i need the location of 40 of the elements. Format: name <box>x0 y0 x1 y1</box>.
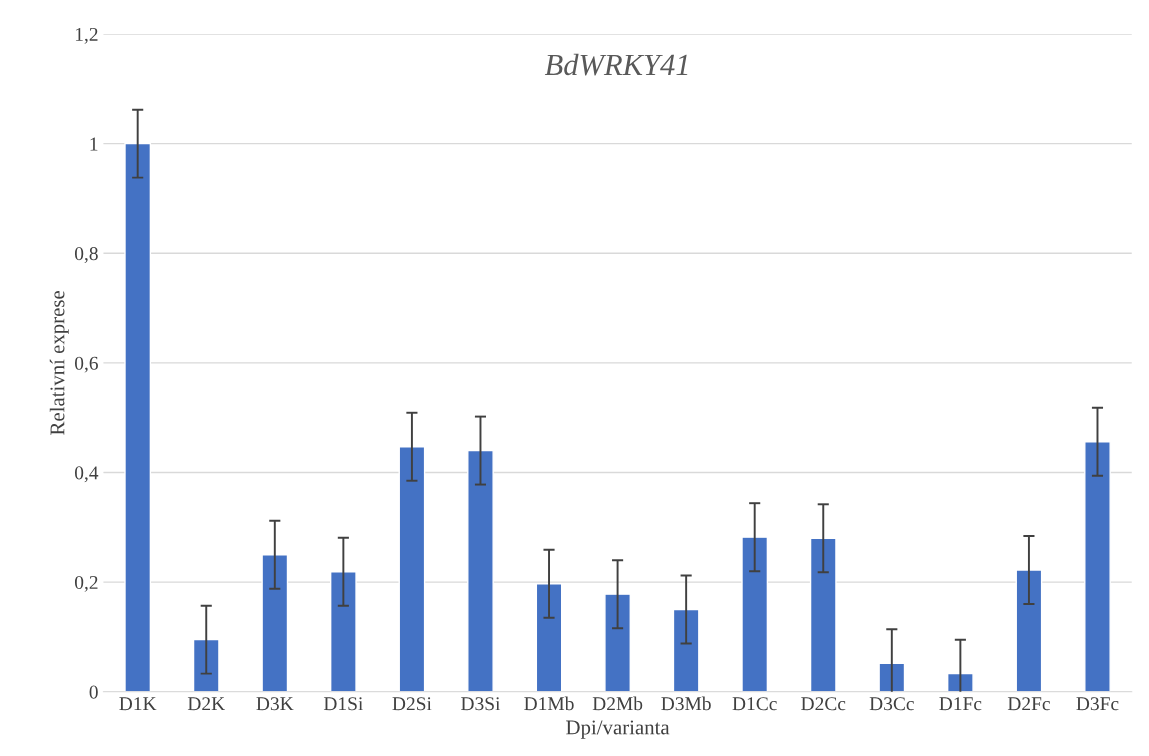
x-tick-label: D1K <box>119 697 157 711</box>
y-tick-label: 1,2 <box>75 27 98 44</box>
text: BdWRKY41 <box>544 53 688 76</box>
bar <box>1015 569 1043 692</box>
y-tick-label: 0 <box>89 685 98 699</box>
x-tick-label: D3Mb <box>661 696 711 711</box>
bar <box>741 536 769 692</box>
bar <box>192 638 220 692</box>
y-axis-title: Relativní exprese <box>49 291 69 435</box>
y-tick-label: 0,2 <box>74 575 98 592</box>
x-tick-label: D3K <box>256 697 294 711</box>
bar <box>604 593 631 692</box>
bar <box>124 142 152 692</box>
x-tick-label: D2Cc <box>801 697 846 711</box>
x-tick-label: D2K <box>187 697 225 711</box>
x-tick-label: D3Si <box>461 697 501 711</box>
x-tick-label: D2Fc <box>1007 697 1050 711</box>
x-tick-label: D3Fc <box>1076 697 1119 711</box>
bar <box>398 446 426 692</box>
bar <box>535 583 563 692</box>
x-tick-label: D2Si <box>392 697 432 711</box>
y-tick-label: 0,6 <box>74 356 98 373</box>
x-tick-label: D3Cc <box>869 697 914 711</box>
bar <box>672 608 700 692</box>
x-tick-label: D1Si <box>323 697 363 711</box>
x-axis-title: Dpi/varianta <box>566 720 670 739</box>
y-tick-label: 0,4 <box>74 466 99 483</box>
y-tick-label: 0,8 <box>74 247 98 263</box>
x-tick-label: D1Mb <box>524 696 574 711</box>
bar <box>261 554 289 692</box>
x-tick-label: D1Fc <box>939 697 982 711</box>
bar <box>809 537 837 692</box>
bar <box>878 662 906 692</box>
y-tick-label: 1 <box>90 137 98 151</box>
x-tick-label: D2Mb <box>592 696 643 711</box>
x-tick-label: D1Cc <box>732 697 777 711</box>
bar <box>329 571 357 692</box>
bar <box>946 672 974 692</box>
bar <box>1084 441 1111 692</box>
bar <box>467 449 494 692</box>
